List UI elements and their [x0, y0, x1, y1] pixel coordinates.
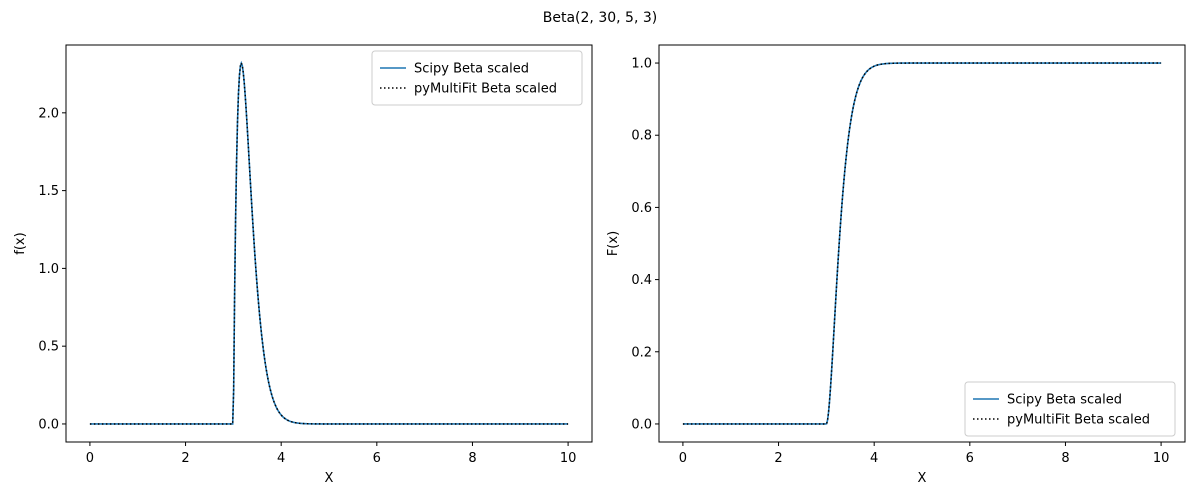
x-tick-label: 6 — [966, 451, 974, 466]
x-tick-label: 2 — [181, 451, 189, 466]
series-line-pymultifit — [89, 60, 569, 425]
y-tick-label: 0.8 — [631, 129, 652, 144]
y-axis-label: F(x) — [606, 231, 621, 256]
y-tick-label: 0.4 — [631, 273, 652, 288]
x-axis-label: X — [325, 471, 334, 486]
x-tick-label: 2 — [774, 451, 782, 466]
axes-frame — [65, 44, 593, 443]
legend-label: pyMultiFit Beta scaled — [1007, 413, 1150, 428]
y-tick-label: 1.0 — [631, 57, 652, 72]
y-axis-label: f(x) — [13, 232, 28, 254]
legend-frame — [964, 381, 1176, 437]
x-tick-label: 4 — [870, 451, 878, 466]
legend-frame — [371, 50, 583, 106]
y-tick-label: 0.6 — [631, 201, 652, 216]
legend: Scipy Beta scaled pyMultiFit Beta scaled — [964, 381, 1176, 437]
x-tick-label: 6 — [373, 451, 381, 466]
series-line-scipy — [89, 60, 569, 425]
x-tick-label: 10 — [1153, 451, 1170, 466]
legend-label: Scipy Beta scaled — [414, 62, 529, 77]
x-tick-label: 10 — [560, 451, 577, 466]
cdf-chart: 0 2 4 6 8 10 0.0 0.2 0.4 0.6 0.8 1.0 X F(x) Scipy Beta… — [606, 44, 1186, 486]
x-axis-label: X — [918, 471, 927, 486]
x-tick-label: 0 — [679, 451, 687, 466]
y-tick-label: 1.0 — [38, 262, 59, 277]
figure-title: Beta(2, 30, 5, 3) — [543, 10, 657, 26]
axes-frame — [658, 44, 1186, 443]
y-tick-label: 1.5 — [38, 184, 59, 199]
y-tick-label: 0.0 — [38, 417, 59, 432]
y-tick-label: 0.2 — [631, 345, 652, 360]
x-tick-label: 0 — [86, 451, 94, 466]
y-tick-label: 2.0 — [38, 106, 59, 121]
y-tick-label: 0.0 — [631, 417, 652, 432]
legend-label: Scipy Beta scaled — [1007, 393, 1122, 408]
y-tick-label: 0.5 — [38, 340, 59, 355]
x-tick-label: 4 — [277, 451, 285, 466]
pdf-chart: 0 2 4 6 8 10 0.0 0.5 1.0 1.5 2.0 Xf(x) Scipy Beta sc… — [13, 44, 593, 486]
series-line-scipy — [682, 62, 1162, 425]
legend: Scipy Beta scaled pyMultiFit Beta scaled — [371, 50, 583, 106]
series-line-pymultifit — [682, 62, 1162, 425]
x-tick-label: 8 — [1061, 451, 1069, 466]
x-tick-label: 8 — [468, 451, 476, 466]
legend-label: pyMultiFit Beta scaled — [414, 82, 557, 97]
